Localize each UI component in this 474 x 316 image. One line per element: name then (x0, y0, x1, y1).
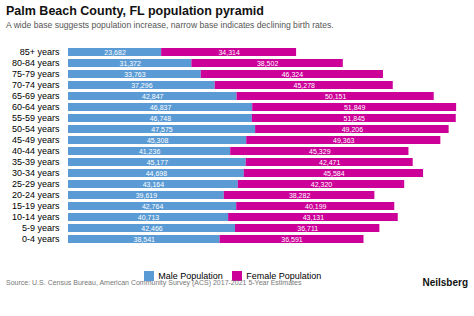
svg-text:75-79 years: 75-79 years (12, 69, 60, 79)
svg-text:46,837: 46,837 (150, 104, 172, 111)
svg-text:36,711: 36,711 (297, 225, 318, 232)
svg-text:33,763: 33,763 (124, 71, 146, 78)
svg-text:40,199: 40,199 (305, 203, 327, 210)
svg-text:49,206: 49,206 (342, 126, 364, 133)
svg-text:49,363: 49,363 (333, 137, 355, 144)
svg-text:25-29 years: 25-29 years (12, 179, 60, 189)
svg-text:50,151: 50,151 (325, 93, 347, 100)
svg-text:55-59 years: 55-59 years (12, 113, 60, 123)
svg-text:43,164: 43,164 (143, 181, 165, 188)
svg-text:42,320: 42,320 (311, 181, 333, 188)
svg-text:45,329: 45,329 (309, 148, 331, 155)
svg-text:45,308: 45,308 (147, 137, 169, 144)
svg-text:42,847: 42,847 (142, 93, 164, 100)
svg-text:36,591: 36,591 (281, 236, 303, 243)
html-text:Source: U.S. Census Bureau, Am: Source: U.S. Census Bureau, American Com… (6, 279, 302, 286)
svg-text:0-4 years: 0-4 years (22, 234, 60, 244)
svg-text:50-54 years: 50-54 years (12, 124, 60, 134)
svg-text:45,278: 45,278 (294, 82, 316, 89)
svg-text:44,698: 44,698 (146, 170, 168, 177)
svg-text:85+ years: 85+ years (20, 47, 60, 57)
html-text:Palm Beach County, FL populati: Palm Beach County, FL population pyramid (6, 4, 264, 18)
svg-text:15-19 years: 15-19 years (12, 201, 60, 211)
svg-text:41,236: 41,236 (139, 148, 161, 155)
svg-text:30-34 years: 30-34 years (12, 168, 60, 178)
svg-text:42,466: 42,466 (141, 225, 163, 232)
svg-text:38,502: 38,502 (257, 60, 279, 67)
svg-text:34,314: 34,314 (218, 49, 240, 56)
svg-text:45,177: 45,177 (147, 159, 169, 166)
svg-text:39,619: 39,619 (136, 192, 158, 199)
html-text:Male Population: Male Population (158, 270, 223, 281)
html-text:A wide base suggests populatio: A wide base suggests population increase… (6, 20, 334, 30)
svg-text:23,682: 23,682 (104, 49, 126, 56)
svg-text:20-24 years: 20-24 years (12, 190, 60, 200)
svg-text:43,131: 43,131 (303, 214, 325, 221)
svg-text:80-84 years: 80-84 years (12, 58, 60, 68)
svg-text:46,324: 46,324 (282, 71, 304, 78)
svg-text:46,748: 46,748 (150, 115, 172, 122)
svg-text:38,541: 38,541 (134, 236, 156, 243)
svg-text:51,845: 51,845 (344, 115, 366, 122)
html-text:Neilsberg: Neilsberg (422, 277, 468, 288)
svg-text:40,713: 40,713 (138, 214, 160, 221)
svg-text:45,584: 45,584 (323, 170, 345, 177)
svg-text:31,372: 31,372 (119, 60, 141, 67)
svg-text:37,296: 37,296 (131, 82, 153, 89)
svg-text:51,849: 51,849 (344, 104, 366, 111)
svg-text:5-9 years: 5-9 years (22, 223, 60, 233)
svg-text:42,471: 42,471 (319, 159, 341, 166)
svg-text:45-49 years: 45-49 years (12, 135, 60, 145)
svg-text:40-44 years: 40-44 years (12, 146, 60, 156)
svg-text:35-39 years: 35-39 years (12, 157, 60, 167)
svg-text:60-64 years: 60-64 years (12, 102, 60, 112)
svg-text:47,575: 47,575 (151, 126, 173, 133)
svg-text:10-14 years: 10-14 years (12, 212, 60, 222)
svg-text:42,764: 42,764 (142, 203, 164, 210)
svg-text:65-69 years: 65-69 years (12, 91, 60, 101)
svg-text:70-74 years: 70-74 years (12, 80, 60, 90)
svg-text:38,282: 38,282 (289, 192, 311, 199)
html-text:Female Population: Female Population (246, 270, 322, 281)
